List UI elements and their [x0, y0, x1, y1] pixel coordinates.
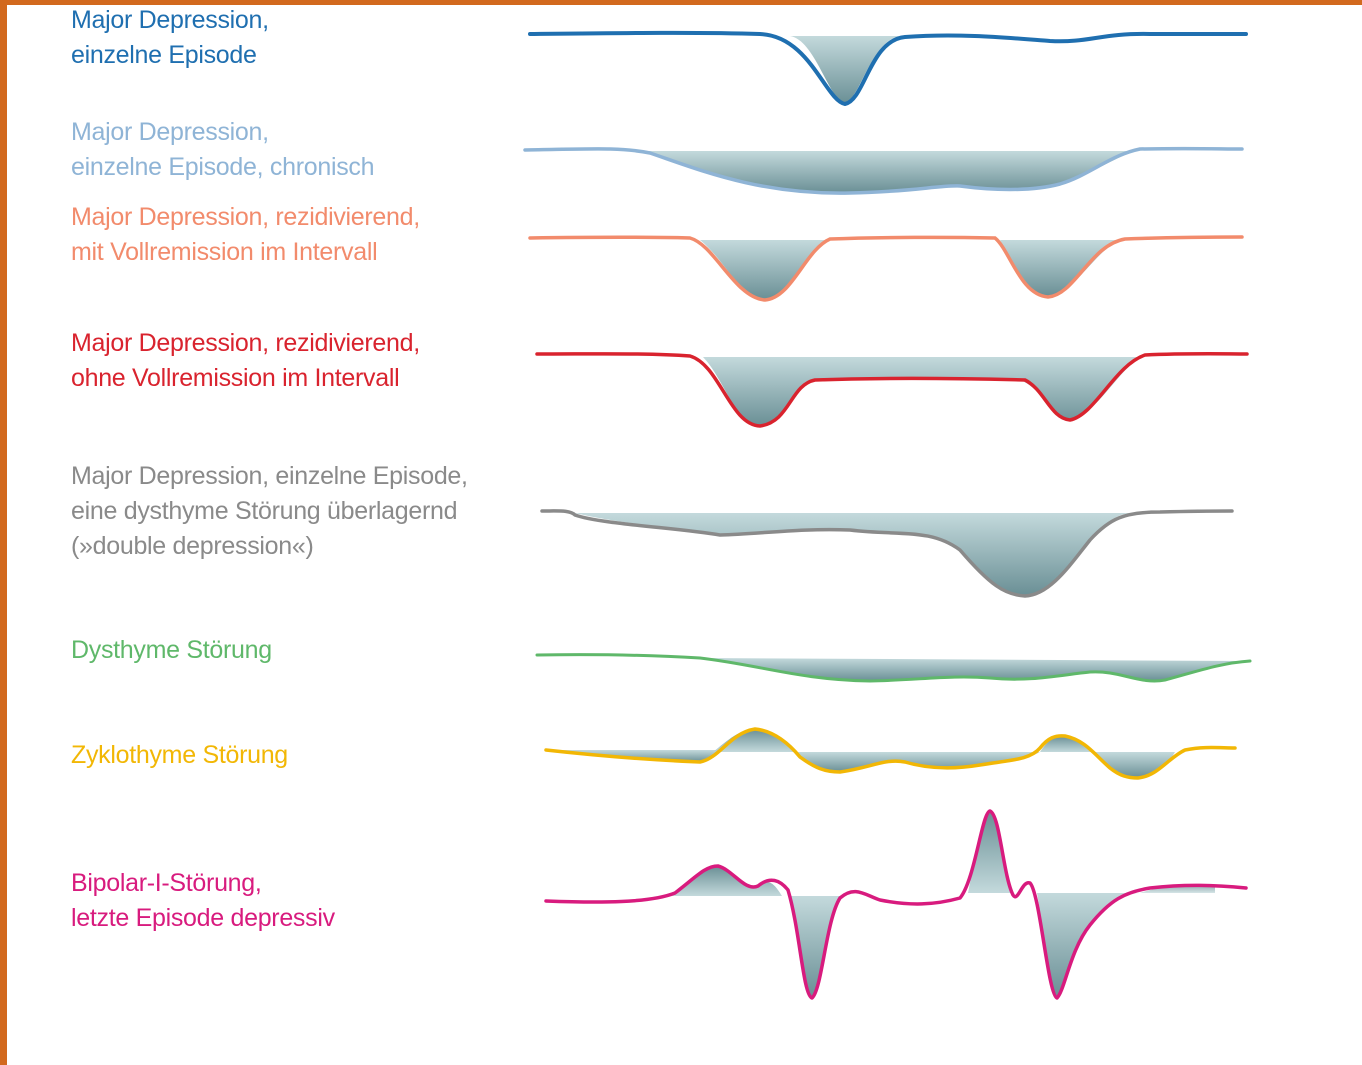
episode-fill: [640, 151, 1135, 194]
course-line: [535, 352, 1249, 428]
curve-bipolar-1: [544, 809, 1248, 1000]
label-line: einzelne Episode, chronisch: [71, 153, 375, 181]
label-line: mit Vollremission im Intervall: [71, 238, 378, 266]
course-line: [544, 727, 1237, 780]
label-line: Major Depression,: [71, 6, 269, 34]
label-dysthymia: Dysthyme Störung: [71, 633, 272, 668]
curve-md-recurrent-full: [528, 235, 1244, 302]
episode-fill: [968, 811, 1012, 893]
episode-fill: [700, 240, 830, 300]
episode-fill: [790, 36, 900, 104]
episode-fill: [713, 729, 797, 752]
label-line: Major Depression, rezidivierend,: [71, 203, 420, 231]
label-line: Dysthyme Störung: [71, 636, 272, 664]
episode-fill: [700, 658, 1245, 682]
label-md-recurrent-partial: Major Depression, rezidivierend, ohne Vo…: [71, 326, 420, 396]
label-bipolar-1: Bipolar-I-Störung, letzte Episode depres…: [71, 866, 335, 936]
curve-md-recurrent-partial: [535, 352, 1249, 428]
label-line: Major Depression,: [71, 118, 269, 146]
curve-dysthymia: [535, 653, 1252, 683]
episode-fill: [1140, 885, 1215, 893]
curve-md-chronic: [523, 146, 1244, 195]
label-double-depression: Major Depression, einzelne Episode, eine…: [71, 459, 468, 564]
episode-fill: [1040, 735, 1095, 752]
label-md-chronic: Major Depression, einzelne Episode, chro…: [71, 115, 375, 185]
label-line: ohne Vollremission im Intervall: [71, 364, 400, 392]
course-line: [535, 653, 1252, 683]
curve-cyclothymia: [544, 727, 1237, 780]
frame-left-border: [0, 0, 7, 1065]
episode-fill: [703, 357, 1140, 426]
episode-fill: [575, 513, 1130, 596]
label-line: Bipolar-I-Störung,: [71, 869, 262, 897]
curve-md-single: [528, 30, 1248, 107]
label-line: Zyklothyme Störung: [71, 741, 288, 769]
label-md-single: Major Depression, einzelne Episode: [71, 3, 269, 73]
label-line: (»double depression«): [71, 532, 314, 560]
label-line: eine dysthyme Störung überlagernd: [71, 497, 458, 525]
course-line: [528, 30, 1248, 107]
episode-fill: [560, 750, 720, 762]
label-line: letzte Episode depressiv: [71, 904, 335, 932]
course-line: [523, 146, 1244, 195]
episode-fill: [1037, 893, 1140, 998]
episode-fill: [1000, 240, 1118, 297]
frame-top-border: [0, 0, 1362, 5]
course-line: [528, 235, 1244, 302]
course-line: [544, 809, 1248, 1000]
label-cyclothymia: Zyklothyme Störung: [71, 738, 288, 773]
label-line: einzelne Episode: [71, 41, 257, 69]
curve-double-depression: [540, 509, 1234, 598]
course-line: [540, 509, 1234, 598]
label-line: Major Depression, einzelne Episode,: [71, 462, 468, 490]
label-md-recurrent-full: Major Depression, rezidivierend, mit Vol…: [71, 200, 420, 270]
label-line: Major Depression, rezidivierend,: [71, 329, 420, 357]
